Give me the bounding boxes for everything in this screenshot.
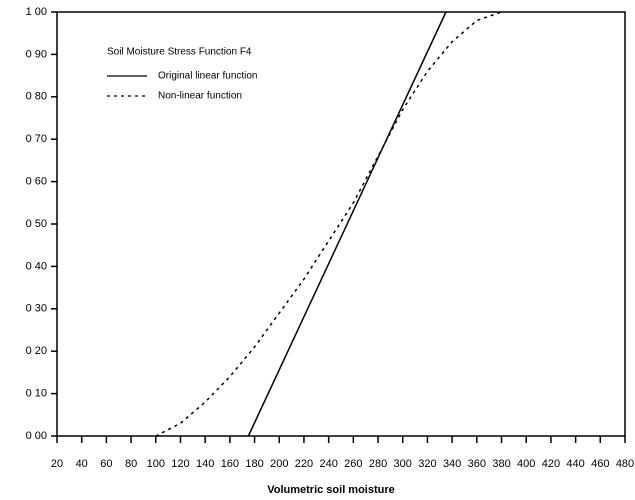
x-tick-label: 240 (319, 458, 337, 470)
y-tick-label: 0 90 (26, 48, 47, 60)
y-tick-label: 0 10 (26, 388, 47, 400)
x-tick-label: 480 (616, 458, 634, 470)
x-tick-label: 20 (51, 458, 63, 470)
legend-label: Original linear function (158, 71, 258, 82)
x-tick-label: 220 (295, 458, 313, 470)
x-tick-label: 180 (245, 458, 263, 470)
series-line (155, 11, 502, 437)
x-tick-label: 300 (394, 458, 412, 470)
x-tick-label: 400 (517, 458, 535, 470)
y-tick-label: 0 70 (26, 133, 47, 145)
x-tick-label: 40 (76, 458, 88, 470)
x-tick-label: 260 (344, 458, 362, 470)
x-tick-label: 360 (468, 458, 486, 470)
legend-title: Soil Moisture Stress Function F4 (107, 47, 252, 58)
x-tick-label: 280 (369, 458, 387, 470)
x-tick-label: 80 (125, 458, 137, 470)
y-tick-label: 1 00 (26, 6, 47, 18)
y-tick-label: 0 60 (26, 176, 47, 188)
x-axis-label: Volumetric soil moisture (267, 484, 395, 496)
legend-label: Non-linear function (158, 91, 242, 102)
x-tick-label: 380 (492, 458, 510, 470)
x-tick-label: 440 (566, 458, 584, 470)
x-tick-label: 460 (591, 458, 609, 470)
y-tick-label: 0 40 (26, 260, 47, 272)
x-tick-label: 320 (418, 458, 436, 470)
y-tick-label: 0 00 (26, 430, 47, 442)
x-tick-label: 420 (542, 458, 560, 470)
x-tick-label: 100 (147, 458, 165, 470)
x-tick-label: 120 (171, 458, 189, 470)
y-tick-label: 0 20 (26, 345, 47, 357)
x-tick-label: 340 (443, 458, 461, 470)
y-tick-label: 0 50 (26, 218, 47, 230)
x-tick-label: 140 (196, 458, 214, 470)
x-tick-label: 200 (270, 458, 288, 470)
x-tick-label: 60 (100, 458, 112, 470)
series-line (247, 11, 447, 437)
x-tick-label: 160 (221, 458, 239, 470)
y-tick-label: 0 30 (26, 303, 47, 315)
y-tick-label: 0 80 (26, 91, 47, 103)
